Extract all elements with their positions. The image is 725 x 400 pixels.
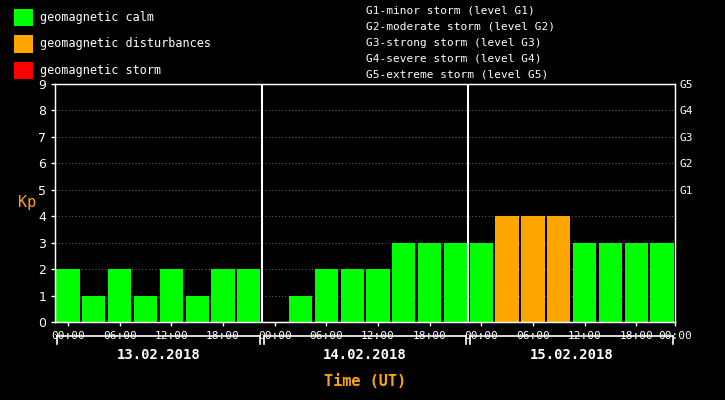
Bar [573,243,596,322]
Text: geomagnetic storm: geomagnetic storm [41,64,162,77]
Bar [57,269,80,322]
Bar [237,269,260,322]
Bar [547,216,571,322]
Text: G5-extreme storm (level G5): G5-extreme storm (level G5) [366,70,548,80]
Text: Time (UT): Time (UT) [324,374,406,388]
Bar [625,243,648,322]
Bar [366,269,389,322]
Bar [315,269,338,322]
Bar [212,269,235,322]
Bar [650,243,674,322]
Bar [14,62,33,80]
Bar [495,216,518,322]
Text: G4-severe storm (level G4): G4-severe storm (level G4) [366,54,542,64]
Text: G3-strong storm (level G3): G3-strong storm (level G3) [366,38,542,48]
Y-axis label: Kp: Kp [18,196,36,210]
Bar [14,8,33,26]
Bar [341,269,364,322]
Bar [521,216,544,322]
Bar [108,269,131,322]
Text: G1-minor storm (level G1): G1-minor storm (level G1) [366,6,535,16]
Text: 14.02.2018: 14.02.2018 [323,348,407,362]
Text: geomagnetic disturbances: geomagnetic disturbances [41,38,211,50]
Text: G2-moderate storm (level G2): G2-moderate storm (level G2) [366,22,555,32]
Bar [470,243,493,322]
Bar [160,269,183,322]
Text: 15.02.2018: 15.02.2018 [530,348,613,362]
Bar [289,296,312,322]
Bar [186,296,209,322]
Text: geomagnetic calm: geomagnetic calm [41,11,154,24]
Text: 13.02.2018: 13.02.2018 [117,348,200,362]
Bar [82,296,105,322]
Bar [599,243,622,322]
Bar [444,243,467,322]
Bar [392,243,415,322]
Bar [14,35,33,53]
Bar [134,296,157,322]
Bar [418,243,442,322]
